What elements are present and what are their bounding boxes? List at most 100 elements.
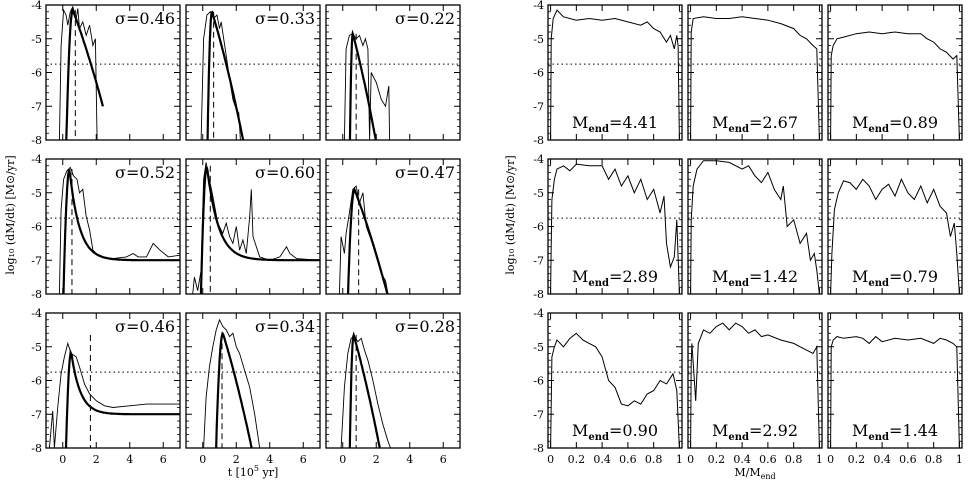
mend-label: Mend=0.89 — [852, 113, 938, 135]
y-tick-label: -8 — [31, 288, 42, 301]
y-tick-label: -7 — [533, 100, 544, 113]
x-tick-label: 0.6 — [619, 453, 637, 466]
panel-1-0: -4 -5 -6 -7 -8 Mend=4.41 — [533, 0, 683, 147]
y-tick-label: -5 — [31, 187, 42, 200]
y-tick-label: -5 — [533, 341, 544, 354]
y-tick-label: -6 — [31, 375, 42, 388]
x-tick-label: 0 — [827, 453, 834, 466]
rate-line — [550, 9, 680, 140]
plot-area — [48, 334, 180, 448]
mend-label: Mend=2.92 — [712, 421, 798, 443]
rate-line — [830, 178, 960, 294]
sigma-label: σ=0.34 — [255, 317, 315, 336]
x-tick-label: 0.8 — [645, 453, 663, 466]
x-tick-label: 0.8 — [785, 453, 803, 466]
panel-0-2: σ=0.22 — [325, 4, 461, 141]
x-tick-label: 0.4 — [593, 453, 611, 466]
x-tick-label: 6 — [300, 453, 307, 466]
sim-line — [203, 318, 261, 448]
y-tick-label: -6 — [533, 375, 544, 388]
x-tick-label: 0.4 — [873, 453, 891, 466]
x-tick-label: 1 — [676, 453, 683, 466]
mend-label: Mend=2.89 — [572, 267, 658, 289]
plot-area — [550, 332, 680, 448]
y-tick-label: -8 — [31, 134, 42, 147]
sigma-label: σ=0.33 — [255, 9, 315, 28]
y-tick-label: -4 — [533, 153, 544, 166]
plot-area — [192, 162, 320, 294]
y-tick-label: -7 — [31, 408, 42, 421]
panel-0-6: -4 -5 -6 -7 -8 0 2 4 6 σ=0.46 — [31, 307, 181, 466]
panel-1-6: -4 -5 -6 -7 -80 0.2 0.4 0.6 0.8 1 Mend=0.90 — [533, 307, 683, 466]
x-axis-label: M/Mend — [734, 466, 775, 481]
panel-1-3: -4 -5 -6 -7 -8 Mend=2.89 — [533, 153, 683, 301]
x-tick-label: 0.6 — [899, 453, 917, 466]
panel-1-1: Mend=2.67 — [687, 4, 823, 141]
panel-1-2: Mend=0.89 — [827, 4, 963, 141]
plot-area — [830, 178, 960, 294]
sigma-label: σ=0.52 — [115, 163, 175, 182]
plot-area — [343, 29, 391, 140]
x-tick-label: 4 — [406, 453, 413, 466]
fit-line — [65, 7, 104, 140]
y-tick-label: -6 — [533, 67, 544, 80]
fit-line — [346, 186, 389, 294]
panel-0-3: -4 -5 -6 -7 -8 σ=0.52 — [31, 153, 181, 301]
sigma-label: σ=0.28 — [395, 317, 455, 336]
plot-area — [550, 163, 680, 294]
y-tick-label: -7 — [533, 408, 544, 421]
y-tick-label: -7 — [31, 254, 42, 267]
y-tick-label: -8 — [533, 442, 544, 455]
mend-label: Mend=4.41 — [572, 113, 658, 135]
mend-label: Mend=1.42 — [712, 267, 798, 289]
x-tick-label: 2 — [233, 453, 240, 466]
rate-line — [550, 332, 680, 448]
x-tick-label: 0.2 — [568, 453, 586, 466]
x-tick-label: 6 — [440, 453, 447, 466]
x-tick-label: 0.8 — [925, 453, 943, 466]
panel-0-4: σ=0.60 — [185, 158, 321, 295]
panel-0-5: σ=0.47 — [325, 158, 461, 295]
mend-label: Mend=2.67 — [712, 113, 798, 135]
x-tick-label: 1 — [816, 453, 823, 466]
y-tick-label: -7 — [533, 254, 544, 267]
panel-0-8: 0 2 4 6 σ=0.28 — [325, 312, 461, 466]
sim-line — [192, 162, 320, 294]
y-tick-label: -5 — [533, 33, 544, 46]
panel-0-0: -4 -5 -6 -7 -8 σ=0.46 — [31, 0, 181, 147]
x-tick-label: 0.2 — [708, 453, 726, 466]
y-tick-label: -6 — [533, 221, 544, 234]
sim-line — [338, 185, 389, 294]
x-tick-label: 2 — [93, 453, 100, 466]
x-tick-label: 0 — [199, 453, 206, 466]
x-tick-label: 0 — [687, 453, 694, 466]
x-tick-label: 4 — [266, 453, 273, 466]
plot-area — [58, 166, 180, 294]
y-tick-label: -6 — [31, 67, 42, 80]
y-axis-label: log₁₀ (dM/dt) [M⊙/yr] — [504, 155, 517, 274]
sim-line — [340, 336, 391, 448]
fit-line — [348, 331, 381, 448]
y-tick-label: -4 — [533, 0, 544, 12]
plot-area — [690, 160, 820, 294]
y-tick-label: -5 — [31, 341, 42, 354]
x-tick-label: 6 — [160, 453, 167, 466]
panel-1-7: 0 0.2 0.4 0.6 0.8 1 Mend=2.92 — [687, 312, 823, 466]
plot-area — [58, 5, 104, 140]
rate-line — [690, 160, 820, 294]
y-tick-label: -8 — [533, 134, 544, 147]
plot-area — [340, 331, 391, 448]
y-tick-label: -8 — [533, 288, 544, 301]
sim-line — [48, 341, 180, 448]
sim-line — [58, 166, 180, 294]
plot-area — [203, 318, 261, 448]
plot-area — [690, 16, 820, 140]
fit-line — [199, 166, 320, 294]
rate-line — [690, 322, 820, 448]
fit-line — [64, 348, 180, 448]
x-tick-label: 0 — [339, 453, 346, 466]
y-tick-label: -8 — [31, 442, 42, 455]
x-axis-label: t [105 yr] — [228, 464, 279, 479]
rate-line — [830, 335, 960, 448]
y-axis-label: log₁₀ (dM/dt) [M⊙/yr] — [4, 155, 17, 274]
